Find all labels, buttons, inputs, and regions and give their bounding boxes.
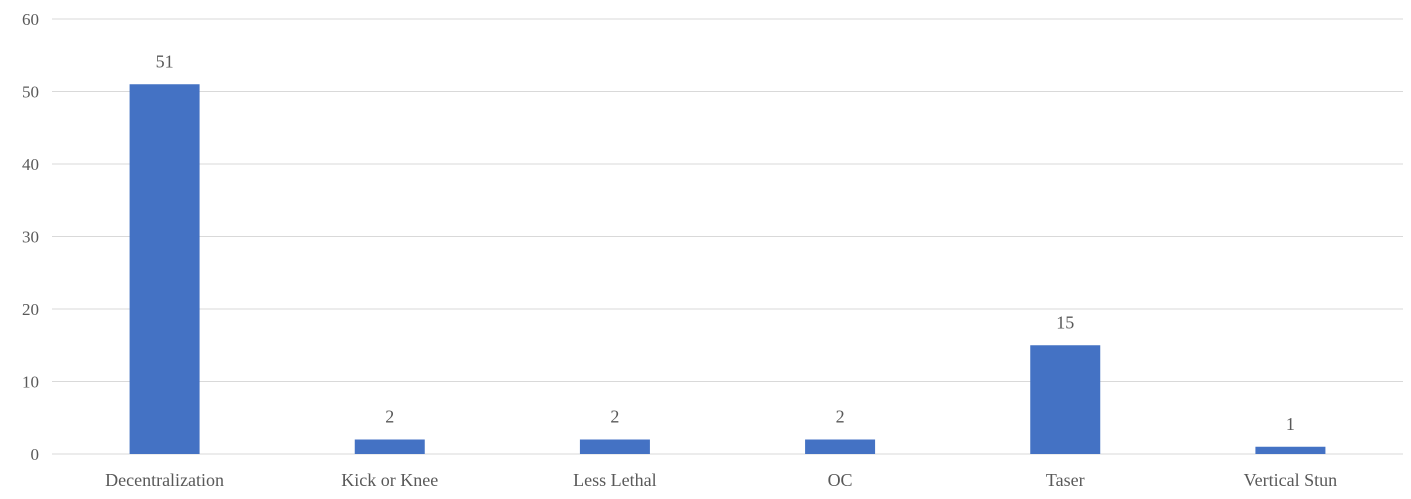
y-tick-label: 20 — [22, 300, 39, 319]
y-tick-label: 50 — [22, 83, 39, 102]
y-axis-ticks: 0 10 20 30 40 50 60 — [22, 10, 39, 464]
data-label: 2 — [610, 407, 619, 427]
bar — [579, 439, 650, 454]
gridlines — [52, 18, 1403, 455]
category-label: OC — [828, 470, 853, 490]
data-label: 51 — [156, 51, 174, 71]
y-tick-label: 30 — [22, 228, 39, 247]
category-label: Vertical Stun — [1244, 470, 1337, 490]
bar — [1030, 345, 1101, 454]
bars — [129, 84, 1326, 454]
bar — [805, 439, 876, 454]
category-label: Kick or Knee — [341, 470, 438, 490]
data-label: 2 — [836, 407, 845, 427]
data-label: 1 — [1286, 414, 1295, 434]
bar — [129, 84, 200, 454]
bar — [354, 439, 425, 454]
data-labels: 51 2 2 2 15 1 — [156, 51, 1295, 434]
category-label: Less Lethal — [573, 470, 656, 490]
x-axis-categories: Decentralization Kick or Knee Less Lethal O… — [105, 470, 1337, 490]
data-label: 2 — [385, 407, 394, 427]
bar — [1255, 446, 1326, 454]
category-label: Decentralization — [105, 470, 224, 490]
y-tick-label: 0 — [31, 445, 40, 464]
y-tick-label: 40 — [22, 155, 39, 174]
category-label: Taser — [1046, 470, 1085, 490]
y-tick-label: 60 — [22, 10, 39, 29]
y-tick-label: 10 — [22, 373, 39, 392]
data-label: 15 — [1056, 312, 1074, 332]
